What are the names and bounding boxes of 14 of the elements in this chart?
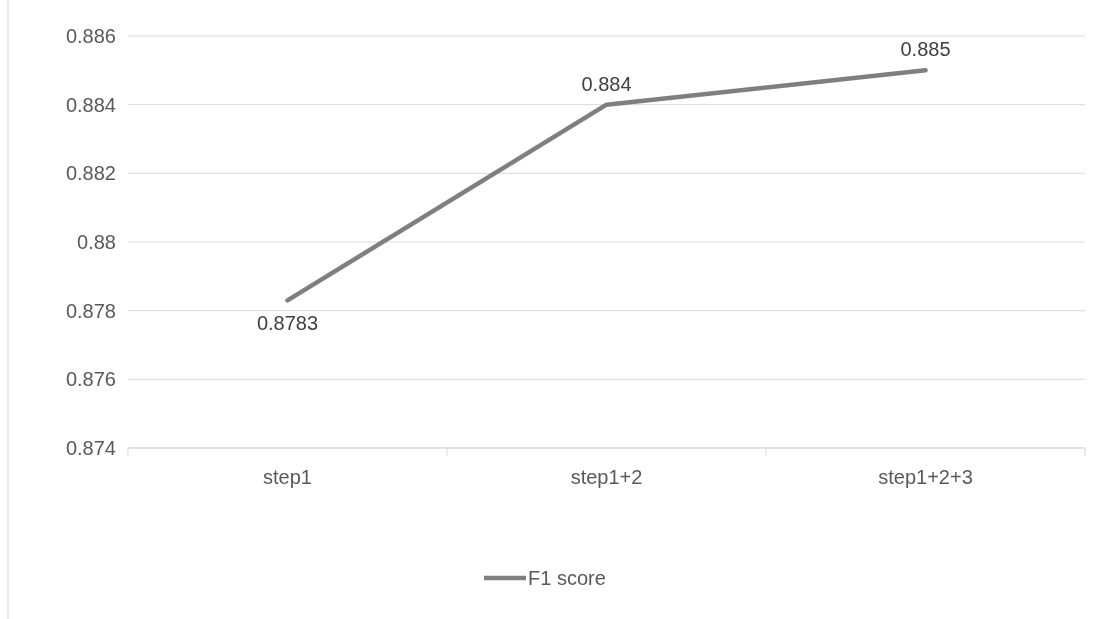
data-label: 0.8783 (256, 312, 319, 335)
y-tick-label: 0.878 (65, 299, 116, 322)
y-tick-label: 0.886 (65, 25, 116, 47)
x-tick-label: step1+2 (570, 466, 643, 488)
y-tick-label: 0.876 (65, 368, 116, 391)
data-label: 0.885 (900, 38, 951, 61)
legend-label: F1 score (528, 567, 606, 589)
x-tick-label: step1 (263, 466, 312, 488)
data-label: 0.884 (581, 72, 632, 95)
x-tick-label: step1+2+3 (878, 466, 973, 488)
y-tick-label: 0.882 (65, 162, 116, 185)
y-tick-label: 0.884 (65, 93, 116, 116)
y-tick-label: 0.88 (77, 231, 116, 253)
y-tick-label: 0.874 (65, 437, 116, 459)
